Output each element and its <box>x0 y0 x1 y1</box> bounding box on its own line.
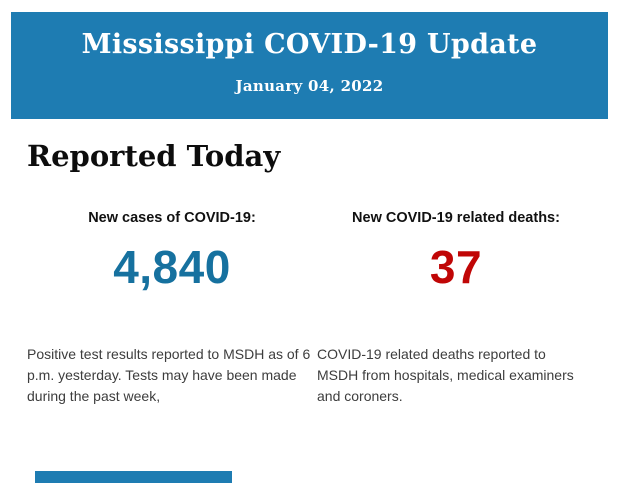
new-cases-value: 4,840 <box>113 241 231 293</box>
stats-row: New cases of COVID-19: 4,840 New COVID-1… <box>27 210 593 293</box>
header-banner: Mississippi COVID-19 Update January 04, … <box>11 12 608 119</box>
new-deaths-value: 37 <box>429 241 483 293</box>
descriptions-row: Positive test results reported to MSDH a… <box>27 344 593 407</box>
new-cases-label: New cases of COVID-19: <box>88 210 256 226</box>
footer-bar-partial <box>35 471 232 483</box>
new-deaths-description: COVID-19 related deaths reported to MSDH… <box>317 346 574 404</box>
stat-new-cases: New cases of COVID-19: 4,840 <box>27 210 317 293</box>
section-title-reported-today: Reported Today <box>27 139 281 173</box>
stat-new-deaths: New COVID-19 related deaths: 37 <box>326 210 586 293</box>
new-deaths-label: New COVID-19 related deaths: <box>352 210 560 226</box>
page-title: Mississippi COVID-19 Update <box>81 29 538 60</box>
new-cases-description: Positive test results reported to MSDH a… <box>27 346 311 404</box>
report-date: January 04, 2022 <box>235 77 384 95</box>
